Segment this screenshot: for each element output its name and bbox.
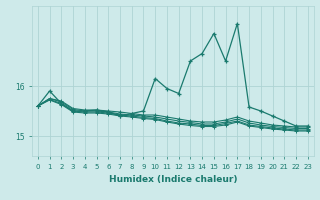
X-axis label: Humidex (Indice chaleur): Humidex (Indice chaleur): [108, 175, 237, 184]
